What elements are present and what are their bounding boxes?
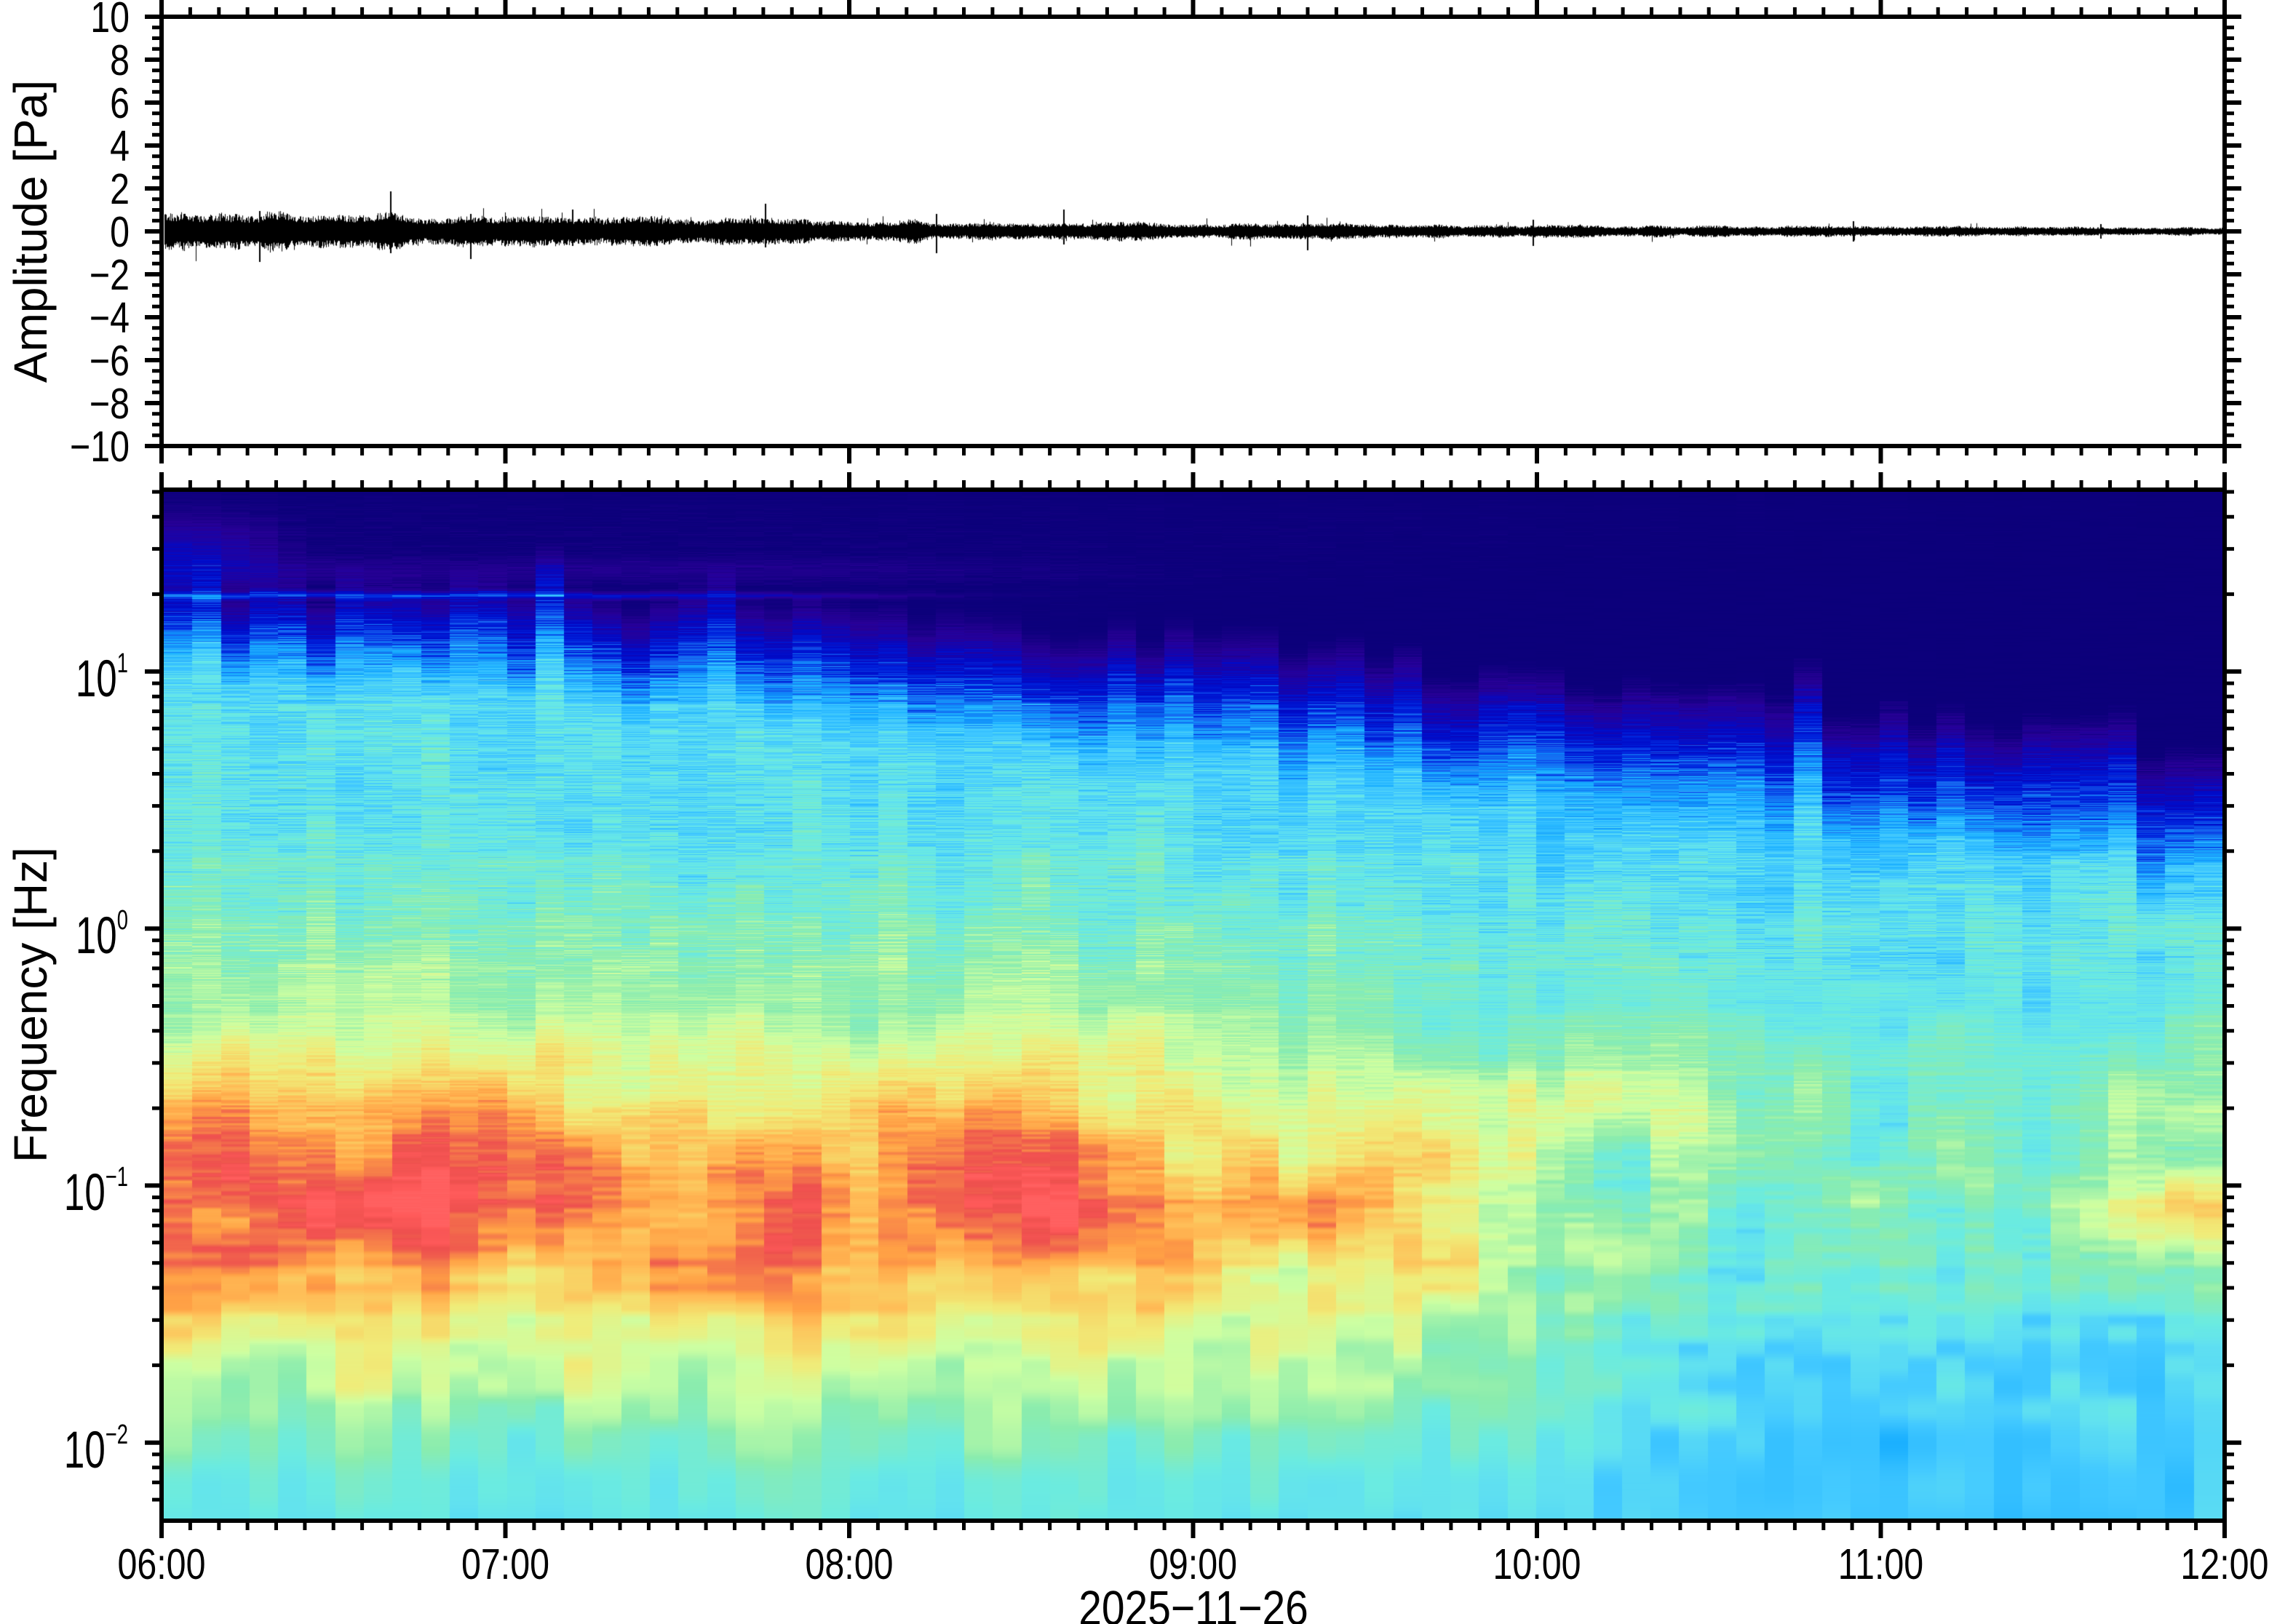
svg-text:09:00: 09:00	[1149, 1541, 1237, 1589]
svg-text:07:00: 07:00	[461, 1541, 549, 1589]
svg-text:11:00: 11:00	[1838, 1541, 1923, 1589]
svg-text:6: 6	[110, 80, 130, 128]
svg-text:8: 8	[110, 37, 130, 85]
svg-text:10:00: 10:00	[1493, 1541, 1581, 1589]
svg-text:12:00: 12:00	[2180, 1541, 2268, 1589]
svg-text:−2: −2	[90, 252, 130, 300]
svg-text:10−1: 10−1	[64, 1162, 128, 1222]
svg-text:4: 4	[110, 123, 130, 171]
svg-text:10: 10	[90, 0, 130, 41]
svg-text:−10: −10	[70, 423, 130, 471]
svg-text:Frequency [Hz]: Frequency [Hz]	[4, 847, 57, 1163]
svg-text:−8: −8	[90, 381, 130, 429]
svg-text:06:00: 06:00	[117, 1541, 205, 1589]
svg-text:2: 2	[110, 166, 130, 214]
svg-text:101: 101	[76, 648, 128, 708]
svg-text:Amplitude [Pa]: Amplitude [Pa]	[4, 80, 57, 383]
svg-text:0: 0	[110, 209, 130, 257]
svg-text:−4: −4	[90, 295, 130, 343]
svg-text:10−2: 10−2	[64, 1420, 128, 1479]
svg-text:08:00: 08:00	[806, 1541, 894, 1589]
svg-text:100: 100	[76, 905, 128, 965]
svg-text:2025−11−26: 2025−11−26	[1078, 1582, 1308, 1624]
svg-text:−6: −6	[90, 338, 130, 386]
